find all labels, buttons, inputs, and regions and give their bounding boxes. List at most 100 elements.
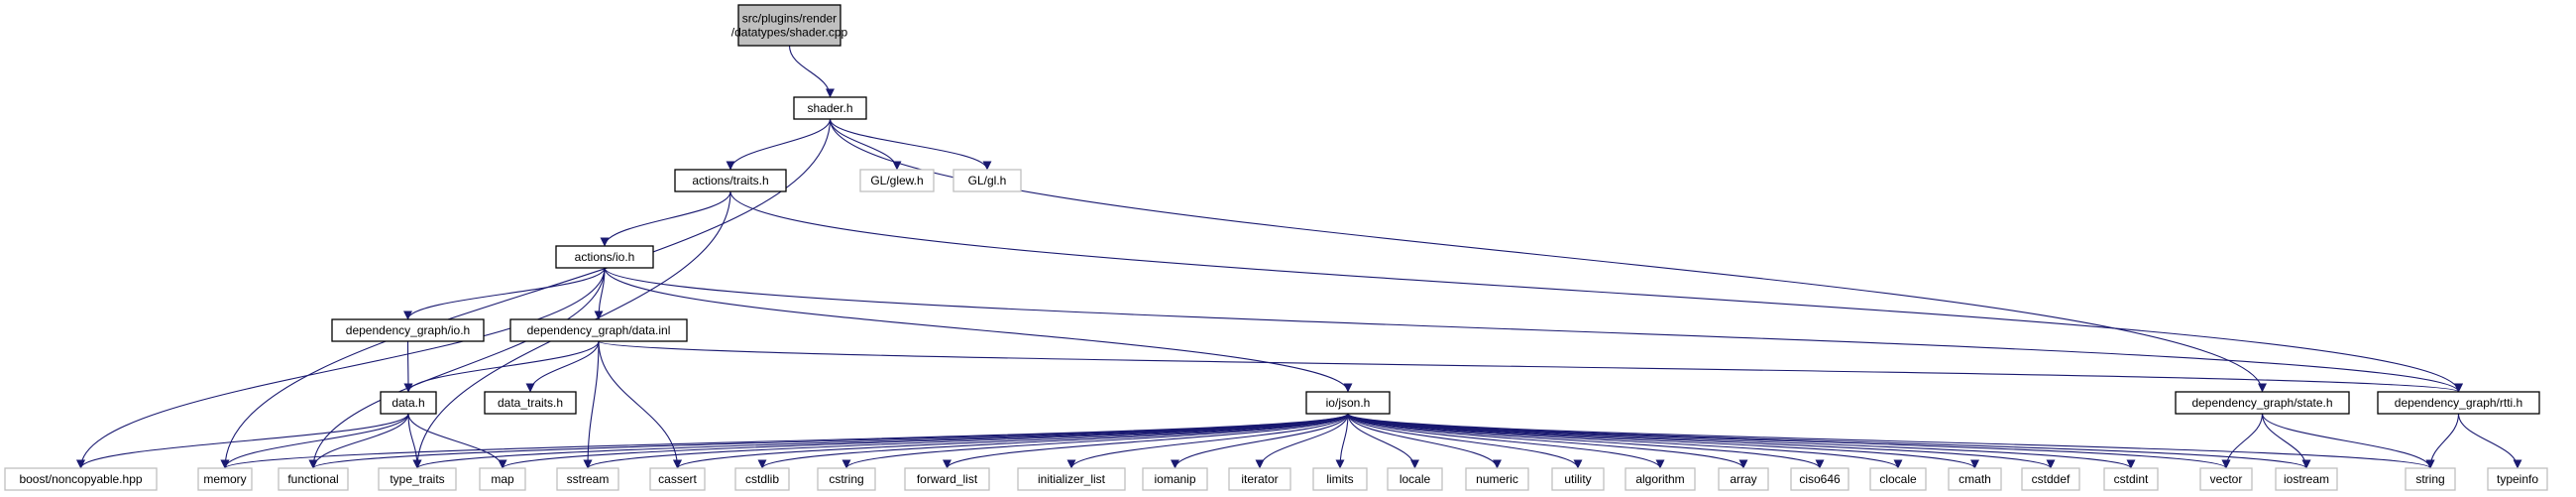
- edge-layer: [76, 45, 2522, 469]
- edge-json_h-to-iterator: [1255, 413, 1349, 469]
- node-functional: functional: [278, 467, 349, 491]
- edge-json_h-to-clocale: [1347, 413, 1903, 469]
- node-label: cstring: [829, 472, 863, 486]
- node-box: [2021, 467, 2080, 491]
- node-box: [1551, 467, 1605, 491]
- node-data_h[interactable]: data.h: [380, 391, 437, 415]
- node-label: locale: [1400, 472, 1431, 486]
- node-box: [2199, 467, 2253, 491]
- node-label: cmath: [1959, 472, 1991, 486]
- node-box: [378, 467, 457, 491]
- node-cassert: cassert: [649, 467, 706, 491]
- edge-json_h-to-algorithm: [1347, 413, 1665, 469]
- node-box: [817, 467, 876, 491]
- node-label: memory: [203, 472, 246, 486]
- edge-json_h-to-cstdint: [1347, 413, 2136, 469]
- node-box: [2275, 467, 2338, 491]
- node-iterator: iterator: [1228, 467, 1291, 491]
- node-state_h[interactable]: dependency_graph/state.h: [2175, 391, 2350, 415]
- edge-json_h-to-cassert: [673, 413, 1349, 469]
- node-gl_h: GL/gl.h: [952, 169, 1022, 192]
- node-label: map: [491, 472, 514, 486]
- node-box: [2175, 391, 2350, 415]
- node-rtti_h[interactable]: dependency_graph/rtti.h: [2377, 391, 2540, 415]
- node-json_h[interactable]: io/json.h: [1305, 391, 1391, 415]
- node-box: [674, 169, 787, 192]
- node-label: cstddef: [2032, 472, 2071, 486]
- node-label: dependency_graph/rtti.h: [2395, 396, 2522, 410]
- edge-json_h-to-cmath: [1347, 413, 1979, 469]
- node-vector: vector: [2199, 467, 2253, 491]
- node-label: algorithm: [1635, 472, 1684, 486]
- node-label: ciso646: [1799, 472, 1841, 486]
- node-box: [1869, 467, 1927, 491]
- edge-json_h-to-map: [498, 413, 1349, 469]
- node-iomanip: iomanip: [1142, 467, 1208, 491]
- edge-dg_data_inl-to-sstream: [583, 340, 600, 469]
- node-data_traits_h[interactable]: data_traits.h: [484, 391, 577, 415]
- edge-io_h-to-dg_io_h: [403, 267, 606, 320]
- edge-json_h-to-numeric: [1347, 413, 1502, 469]
- node-cmath: cmath: [1948, 467, 2002, 491]
- edge-shader_h-to-memory: [220, 118, 832, 469]
- node-box: [2377, 391, 2540, 415]
- node-noncopyable: boost/noncopyable.hpp: [4, 467, 158, 491]
- node-shader_h[interactable]: shader.h: [793, 96, 867, 120]
- node-glew_h: GL/glew.h: [859, 169, 935, 192]
- node-locale: locale: [1387, 467, 1443, 491]
- node-box: [555, 245, 654, 269]
- edge-json_h-to-array: [1347, 413, 1748, 469]
- node-string: string: [2405, 467, 2456, 491]
- node-cstring: cstring: [817, 467, 876, 491]
- edge-shader_h-to-glew_h: [829, 118, 902, 171]
- node-label: shader.h: [807, 101, 852, 115]
- edge-json_h-to-forward_list: [943, 413, 1349, 469]
- node-box: [2487, 467, 2548, 491]
- node-io_h[interactable]: actions/io.h: [555, 245, 654, 269]
- node-traits_h[interactable]: actions/traits.h: [674, 169, 787, 192]
- edge-data_h-to-memory: [220, 413, 409, 469]
- node-label: data.h: [392, 396, 424, 410]
- node-box: [1142, 467, 1208, 491]
- node-label: actions/traits.h: [692, 174, 768, 187]
- node-box: [1624, 467, 1696, 491]
- node-box: [649, 467, 706, 491]
- node-label: type_traits: [390, 472, 444, 486]
- edge-json_h-to-functional: [308, 413, 1349, 469]
- node-label: cstdint: [2114, 472, 2149, 486]
- node-box: [380, 391, 437, 415]
- edge-json_h-to-iomanip: [1171, 413, 1349, 469]
- node-dg_data_inl[interactable]: dependency_graph/data.inl: [509, 318, 688, 342]
- node-box: [859, 169, 935, 192]
- edge-rtti_h-to-typeinfo: [2457, 413, 2522, 469]
- node-label: GL/glew.h: [870, 174, 923, 187]
- node-box: [278, 467, 349, 491]
- edge-json_h-to-string: [1347, 413, 2435, 469]
- node-forward_list: forward_list: [904, 467, 990, 491]
- node-algorithm: algorithm: [1624, 467, 1696, 491]
- edge-io_h-to-noncopyable: [76, 267, 606, 469]
- node-box: [1017, 467, 1126, 491]
- node-ciso646: ciso646: [1790, 467, 1849, 491]
- edge-dg_data_inl-to-data_h: [403, 340, 600, 393]
- node-type_traits: type_traits: [378, 467, 457, 491]
- node-iostream: iostream: [2275, 467, 2338, 491]
- edge-state_h-to-string: [2261, 413, 2435, 469]
- node-box: [904, 467, 990, 491]
- node-array: array: [1718, 467, 1769, 491]
- edge-json_h-to-locale: [1347, 413, 1419, 469]
- node-box: [479, 467, 526, 491]
- node-box: [484, 391, 577, 415]
- node-label: cassert: [658, 472, 697, 486]
- edge-json_h-to-limits: [1335, 413, 1349, 469]
- node-numeric: numeric: [1465, 467, 1529, 491]
- edge-json_h-to-vector: [1347, 413, 2231, 469]
- node-box: [952, 169, 1022, 192]
- node-dg_io_h[interactable]: dependency_graph/io.h: [331, 318, 485, 342]
- edge-traits_h-to-io_h: [600, 190, 731, 247]
- edge-dg_data_inl-to-cassert: [598, 340, 682, 469]
- node-box: [1790, 467, 1849, 491]
- node-limits: limits: [1312, 467, 1368, 491]
- node-initializer_list: initializer_list: [1017, 467, 1126, 491]
- edge-json_h-to-cstdlib: [757, 413, 1349, 469]
